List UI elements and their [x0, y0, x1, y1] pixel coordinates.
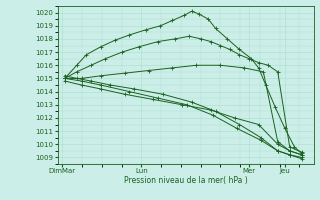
X-axis label: Pression niveau de la mer( hPa ): Pression niveau de la mer( hPa ) — [124, 176, 247, 185]
